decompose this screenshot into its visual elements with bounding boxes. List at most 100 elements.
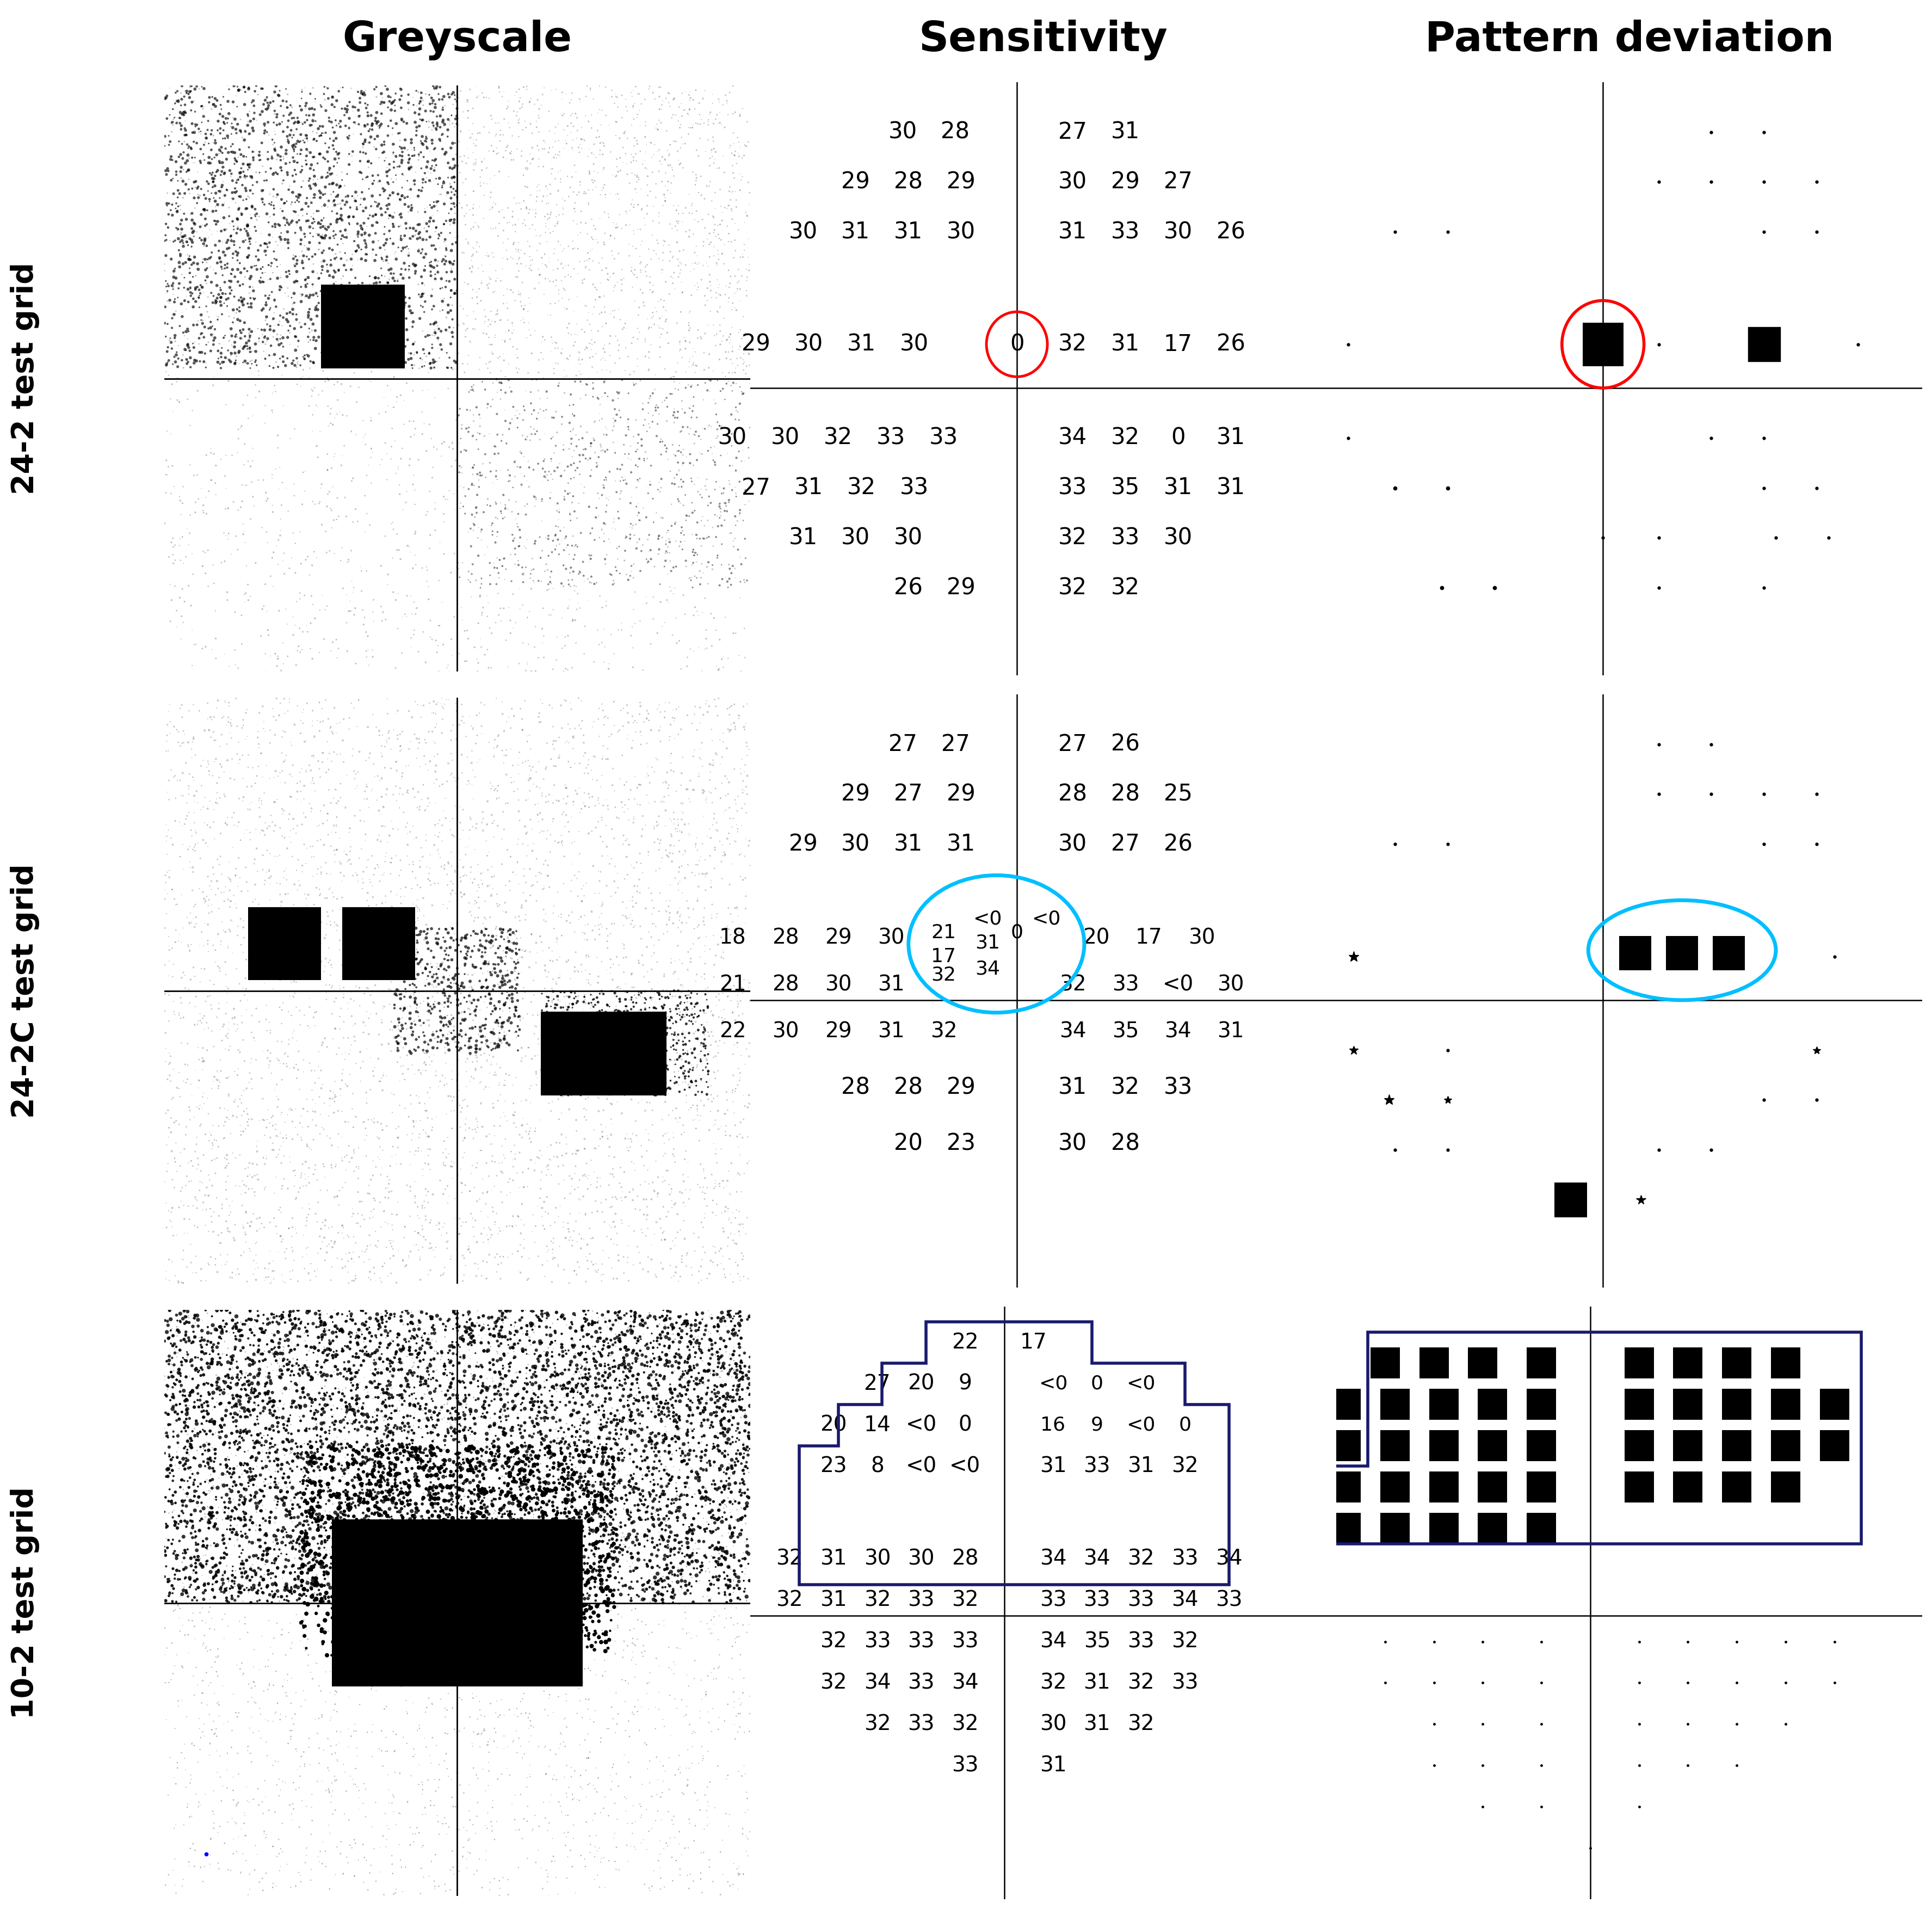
Point bbox=[298, 281, 328, 311]
Point bbox=[556, 1583, 587, 1613]
Point bbox=[386, 1059, 417, 1090]
Point bbox=[554, 88, 585, 118]
Point bbox=[222, 254, 253, 284]
Point bbox=[672, 1390, 703, 1420]
Point bbox=[717, 1038, 748, 1069]
Point bbox=[251, 1546, 282, 1577]
Point bbox=[526, 1476, 556, 1506]
Point bbox=[162, 1443, 193, 1474]
Point bbox=[396, 1437, 427, 1468]
Point bbox=[665, 296, 696, 326]
Point bbox=[442, 851, 473, 882]
Point bbox=[688, 1231, 719, 1262]
Point bbox=[522, 771, 553, 802]
Point bbox=[230, 1374, 261, 1405]
Point bbox=[543, 1455, 574, 1485]
Point bbox=[578, 1338, 609, 1369]
Point bbox=[282, 1562, 313, 1592]
Point bbox=[371, 1415, 402, 1445]
Point bbox=[466, 1487, 497, 1518]
Point bbox=[667, 267, 697, 298]
Point bbox=[178, 248, 209, 279]
Point bbox=[383, 613, 413, 643]
Text: 32: 32 bbox=[1111, 426, 1140, 449]
Point bbox=[572, 445, 603, 475]
Point bbox=[359, 199, 390, 229]
Point bbox=[243, 1437, 274, 1468]
Point bbox=[367, 1556, 398, 1586]
Point bbox=[224, 292, 255, 323]
Point bbox=[299, 168, 330, 199]
Point bbox=[672, 1449, 703, 1479]
Point bbox=[684, 1478, 715, 1508]
Point bbox=[558, 827, 589, 857]
Point bbox=[189, 1352, 220, 1382]
Point bbox=[348, 1550, 379, 1581]
Point bbox=[599, 1592, 630, 1623]
Point bbox=[672, 1037, 703, 1067]
Point bbox=[334, 210, 365, 241]
Point bbox=[431, 1306, 462, 1336]
Point bbox=[178, 1605, 209, 1636]
Point bbox=[460, 1546, 491, 1577]
Point bbox=[164, 1388, 195, 1418]
Point bbox=[498, 80, 529, 111]
Point bbox=[529, 1197, 560, 1227]
Point bbox=[386, 235, 417, 265]
Point bbox=[274, 1142, 305, 1172]
Point bbox=[531, 815, 562, 846]
Point bbox=[475, 1214, 506, 1245]
Point bbox=[174, 1579, 205, 1609]
Point bbox=[466, 632, 497, 662]
Point bbox=[547, 1588, 578, 1619]
Point bbox=[257, 1432, 288, 1462]
Point bbox=[303, 1521, 334, 1552]
Point bbox=[243, 1359, 274, 1390]
Point bbox=[350, 1802, 381, 1833]
Point bbox=[489, 1338, 520, 1369]
Point bbox=[543, 1579, 574, 1609]
Point bbox=[471, 1583, 502, 1613]
Point bbox=[383, 1021, 413, 1052]
Point bbox=[506, 941, 537, 972]
Point bbox=[203, 1329, 234, 1359]
Point bbox=[282, 1527, 313, 1558]
Point bbox=[195, 277, 226, 307]
Point bbox=[317, 1434, 348, 1464]
Point bbox=[543, 1520, 574, 1550]
Point bbox=[323, 1523, 354, 1554]
Point bbox=[526, 220, 556, 250]
Point bbox=[400, 1136, 431, 1166]
Point bbox=[319, 216, 350, 246]
Point bbox=[481, 1485, 512, 1516]
Point bbox=[193, 1436, 224, 1466]
Point bbox=[533, 95, 564, 126]
Point bbox=[611, 332, 641, 363]
Point bbox=[294, 1153, 325, 1184]
Point bbox=[553, 250, 583, 281]
Point bbox=[618, 1474, 649, 1504]
Point bbox=[585, 1019, 616, 1050]
Point bbox=[667, 101, 697, 132]
Point bbox=[379, 153, 410, 183]
Point bbox=[236, 1048, 267, 1079]
Point bbox=[703, 1434, 734, 1464]
Point bbox=[574, 107, 605, 137]
Point bbox=[504, 1479, 535, 1510]
Point bbox=[164, 141, 195, 172]
Point bbox=[309, 1407, 340, 1437]
Point bbox=[609, 1348, 639, 1378]
Point bbox=[187, 825, 218, 855]
Point bbox=[703, 1565, 734, 1596]
Point bbox=[259, 1445, 290, 1476]
Point bbox=[723, 1416, 753, 1447]
Point bbox=[327, 949, 357, 979]
Point bbox=[682, 1168, 713, 1199]
Point bbox=[284, 1415, 315, 1445]
Point bbox=[207, 1323, 238, 1353]
Point bbox=[672, 1344, 703, 1374]
Point bbox=[524, 922, 554, 953]
Point bbox=[643, 1678, 674, 1709]
Point bbox=[292, 1206, 323, 1237]
Point bbox=[174, 1768, 205, 1798]
